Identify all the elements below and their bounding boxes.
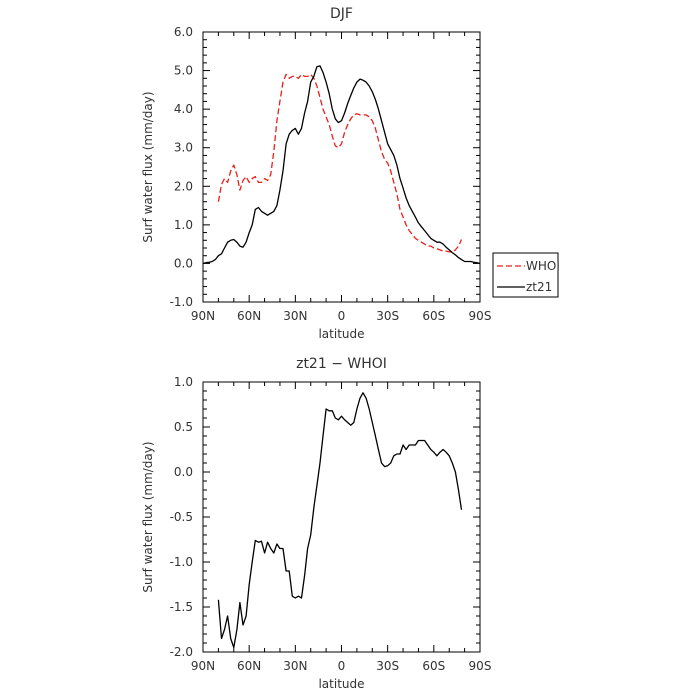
x-tick-label: 60N xyxy=(237,309,261,323)
x-axis-label: latitude xyxy=(318,327,364,341)
legend-box xyxy=(492,252,559,298)
x-tick-label: 90S xyxy=(469,309,492,323)
x-tick-label: 30S xyxy=(376,659,399,673)
x-axis-label: latitude xyxy=(318,677,364,691)
series-line-WHOI xyxy=(217,73,463,253)
y-axis-label: Surf water flux (mm/day) xyxy=(141,91,155,242)
x-tick-label: 0 xyxy=(338,659,346,673)
x-tick-label: 60N xyxy=(237,659,261,673)
legend: WHOI zt21 xyxy=(492,252,560,298)
y-tick-label: -1.5 xyxy=(170,600,193,614)
x-tick-label: 30N xyxy=(283,309,307,323)
plot-frame xyxy=(202,31,481,303)
x-tick-label: 30N xyxy=(283,659,307,673)
y-tick-label: 0.0 xyxy=(174,256,193,270)
y-tick-label: 1.0 xyxy=(174,218,193,232)
series-line-difference xyxy=(217,392,463,649)
chart-panel-2: 90N 60N 30N 0 30S 60S 90S -2.0 -1.5 -1.0 -0.5 0.0 0.… xyxy=(141,356,491,691)
y-tick-label: 0.0 xyxy=(174,465,193,479)
chart-title: DJF xyxy=(330,6,353,22)
x-tick-label: 90N xyxy=(191,659,215,673)
legend-label: WHOI xyxy=(526,259,560,273)
y-tick-label: 5.0 xyxy=(174,64,193,78)
y-tick-label: 4.0 xyxy=(174,102,193,116)
y-tick-label: -1.0 xyxy=(170,295,193,309)
y-tick-label: -1.0 xyxy=(170,555,193,569)
legend-label: zt21 xyxy=(526,280,552,294)
y-tick-label: 3.0 xyxy=(174,141,193,155)
y-tick-label: -0.5 xyxy=(170,510,193,524)
y-axis-label: Surf water flux (mm/day) xyxy=(141,441,155,592)
y-tick-label: 6.0 xyxy=(174,25,193,39)
x-tick-label: 0 xyxy=(338,309,346,323)
x-tick-label: 90S xyxy=(469,659,492,673)
y-tick-label: 1.0 xyxy=(174,375,193,389)
x-tick-label: 60S xyxy=(422,309,445,323)
x-tick-label: 60S xyxy=(422,659,445,673)
y-tick-label: 0.5 xyxy=(174,420,193,434)
y-tick-label: 2.0 xyxy=(174,179,193,193)
chart-panel-1: 90N 60N 30N 0 30S 60S 90S -1.0 0.0 1.0 2.0 3.0 4.0 5.… xyxy=(141,6,560,341)
plot-frame xyxy=(202,381,481,653)
x-tick-label: 90N xyxy=(191,309,215,323)
y-tick-label: -2.0 xyxy=(170,645,193,659)
series-line-zt21 xyxy=(202,65,481,265)
chart-title: zt21 − WHOI xyxy=(296,356,387,372)
x-tick-label: 30S xyxy=(376,309,399,323)
